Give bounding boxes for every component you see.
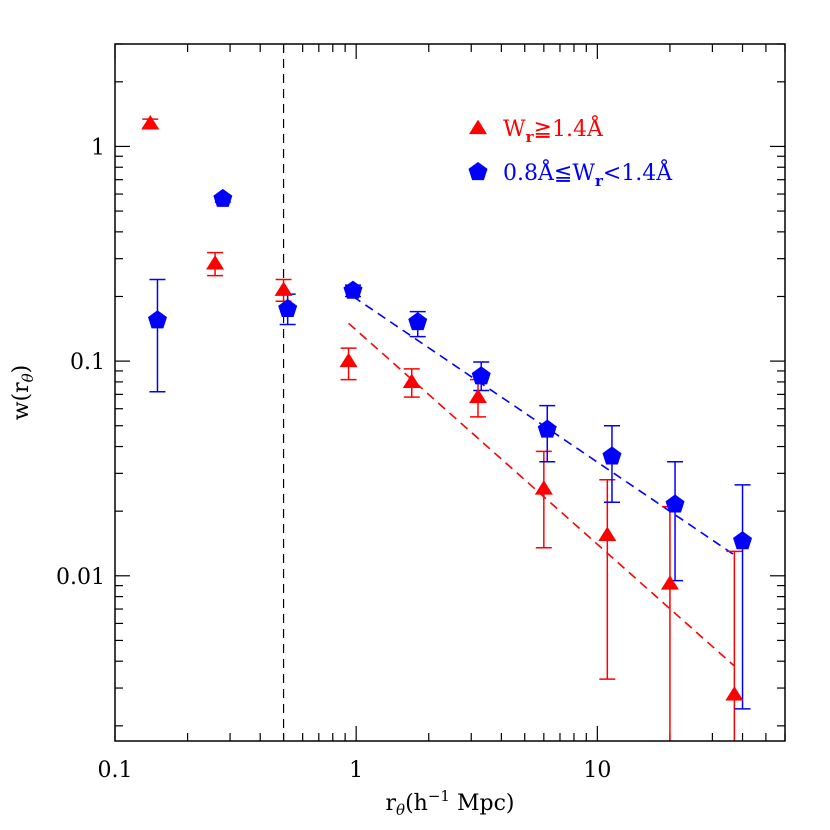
data-point-pentagon [733, 531, 753, 550]
data-point-pentagon [602, 446, 622, 465]
data-point-pentagon [537, 419, 557, 438]
y-axis-label: w(rθ) [9, 365, 37, 421]
plot-frame [114, 43, 786, 742]
data-points [141, 115, 753, 701]
data-point-triangle [725, 686, 744, 701]
tick-marks [114, 43, 786, 741]
tick-labels: 0.1 1 10 0.01 0.1 1 [56, 135, 611, 783]
y-tick-label: 1 [91, 135, 105, 160]
data-point-triangle [468, 388, 487, 404]
data-point-pentagon [665, 494, 685, 513]
data-point-pentagon [343, 280, 363, 299]
legend-marker-pentagon [468, 162, 488, 181]
data-point-triangle [402, 373, 421, 388]
x-axis-label: rθ(h−1 Mpc) [386, 787, 515, 819]
legend: Wr≧1.4Å 0.8Å≦Wr<1.4Å [468, 114, 673, 190]
legend-label-series-1: 0.8Å≦Wr<1.4Å [503, 158, 673, 190]
fit-line-series-0 [348, 322, 735, 667]
x-tick-label: 1 [349, 758, 363, 783]
data-point-pentagon [147, 310, 167, 329]
data-point-pentagon [408, 312, 428, 331]
legend-marker-triangle [469, 119, 487, 135]
x-tick-label: 10 [583, 758, 611, 783]
data-point-triangle [274, 281, 293, 296]
error-bars [142, 118, 751, 741]
data-point-pentagon [278, 298, 298, 318]
data-point-triangle [598, 526, 617, 542]
data-point-triangle [339, 352, 358, 368]
y-tick-label: 0.01 [56, 565, 105, 590]
legend-label-series-0: Wr≧1.4Å [503, 114, 604, 146]
fit-lines [348, 295, 735, 667]
data-point-triangle [141, 115, 160, 130]
y-tick-label: 0.1 [70, 350, 105, 375]
data-point-triangle [206, 255, 225, 270]
x-tick-label: 0.1 [98, 758, 133, 783]
data-point-pentagon [471, 366, 491, 385]
data-point-triangle [534, 480, 553, 495]
data-point-pentagon [213, 188, 233, 207]
data-point-triangle [660, 575, 679, 590]
